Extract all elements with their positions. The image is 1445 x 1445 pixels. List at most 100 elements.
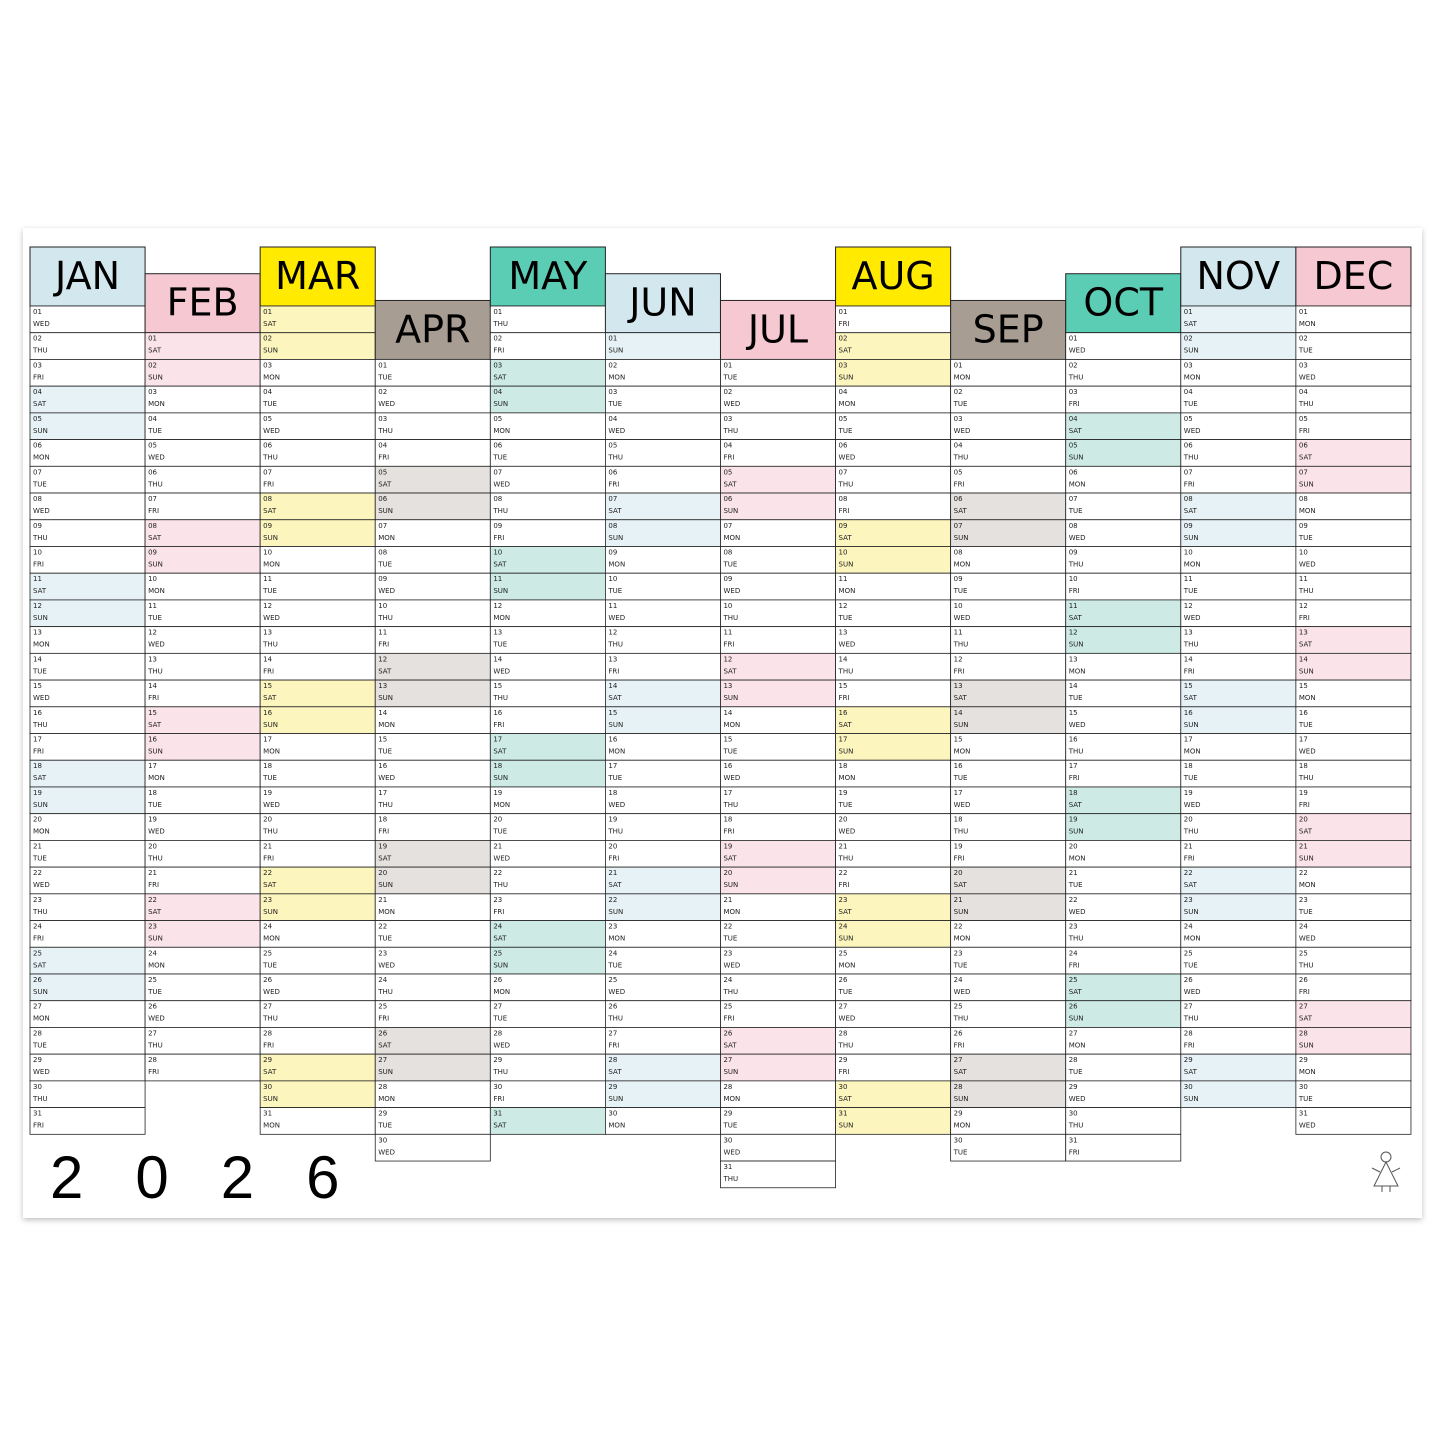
day-cell (1065, 1000, 1182, 1028)
weekday: MON (148, 587, 165, 595)
weekday: FRI (378, 454, 389, 462)
day-cell (1180, 492, 1297, 521)
day-number: 03 (1299, 361, 1308, 369)
weekday: WED (608, 427, 625, 435)
weekday: THU (838, 854, 854, 862)
day-number: 20 (839, 816, 848, 824)
day-number: 16 (723, 762, 732, 770)
day-cell (605, 652, 721, 681)
day-cell (259, 946, 376, 975)
day-cell (720, 973, 836, 1002)
weekday: MON (608, 935, 625, 943)
weekday: SUN (148, 373, 163, 381)
day-cell (489, 439, 606, 467)
day-cell (1180, 465, 1297, 494)
day-number: 31 (839, 1110, 848, 1118)
day-number: 03 (723, 415, 732, 423)
day-number: 29 (1184, 1056, 1193, 1064)
weekday: THU (262, 1015, 278, 1023)
day-cell (720, 1080, 836, 1109)
day-number: 08 (1069, 522, 1078, 530)
day-number: 22 (1184, 869, 1193, 877)
day-number: 08 (263, 495, 272, 503)
weekday: FRI (1299, 801, 1310, 809)
day-cell (259, 465, 376, 494)
day-cell (259, 813, 376, 841)
day-number: 23 (1299, 896, 1308, 904)
day-number: 24 (839, 923, 848, 931)
weekday: THU (1183, 1015, 1199, 1023)
weekday: MON (33, 828, 50, 836)
weekday: FRI (1299, 614, 1310, 622)
weekday: WED (1184, 988, 1201, 996)
day-cell (1065, 973, 1182, 1002)
day-cell (605, 1053, 721, 1082)
day-number: 21 (493, 842, 502, 850)
day-number: 02 (33, 335, 42, 343)
day-cell (29, 759, 146, 788)
day-number: 28 (378, 1083, 387, 1091)
weekday: FRI (954, 854, 965, 862)
day-number: 29 (1069, 1083, 1078, 1091)
weekday: THU (1068, 560, 1084, 568)
weekday: SAT (493, 935, 507, 943)
day-number: 15 (263, 682, 272, 690)
day-cell (259, 866, 376, 895)
weekday: FRI (839, 507, 850, 515)
weekday: WED (1299, 748, 1316, 756)
day-number: 30 (1184, 1083, 1193, 1091)
weekday: FRI (148, 694, 159, 702)
day-number: 11 (1069, 602, 1078, 610)
day-cell (489, 920, 606, 948)
day-number: 04 (1299, 388, 1308, 396)
day-cell (489, 786, 606, 815)
month-header (950, 299, 1067, 360)
day-cell (29, 973, 146, 1002)
day-cell (1065, 385, 1182, 414)
weekday: SAT (1299, 1015, 1313, 1023)
weekday: WED (378, 400, 395, 408)
day-number: 17 (493, 736, 502, 744)
day-cell (29, 332, 146, 360)
weekday: THU (722, 614, 738, 622)
day-cell (1180, 599, 1297, 628)
day-number: 03 (263, 361, 272, 369)
day-number: 29 (378, 1110, 387, 1118)
weekday: SUN (263, 534, 278, 542)
day-number: 03 (493, 361, 502, 369)
weekday: SAT (1184, 507, 1198, 515)
day-cell (259, 439, 376, 467)
day-cell (605, 1027, 721, 1055)
day-number: 23 (608, 923, 617, 931)
weekday: SUN (1069, 828, 1084, 836)
day-number: 22 (493, 869, 502, 877)
day-cell (1065, 786, 1182, 815)
day-cell (29, 1000, 146, 1028)
weekday: FRI (1184, 1041, 1195, 1049)
day-cell (605, 920, 721, 948)
day-number: 22 (1069, 896, 1078, 904)
weekday: WED (1299, 935, 1316, 943)
day-number: 09 (839, 522, 848, 530)
weekday: SAT (493, 560, 507, 568)
month-header (1065, 273, 1182, 334)
weekday: WED (1069, 534, 1086, 542)
weekday: MON (954, 935, 971, 943)
day-cell (29, 1053, 146, 1082)
day-number: 21 (263, 842, 272, 850)
day-number: 08 (608, 522, 617, 530)
day-cell (720, 439, 836, 467)
weekday: MON (954, 560, 971, 568)
weekday: WED (839, 454, 856, 462)
day-number: 11 (1184, 575, 1193, 583)
day-number: 26 (493, 976, 502, 984)
day-number: 05 (33, 415, 42, 423)
month-header (374, 299, 491, 360)
day-number: 13 (608, 655, 617, 663)
weekday: THU (377, 427, 393, 435)
day-number: 01 (378, 361, 387, 369)
day-cell (489, 519, 606, 547)
day-number: 04 (608, 415, 617, 423)
weekday: FRI (1069, 400, 1080, 408)
